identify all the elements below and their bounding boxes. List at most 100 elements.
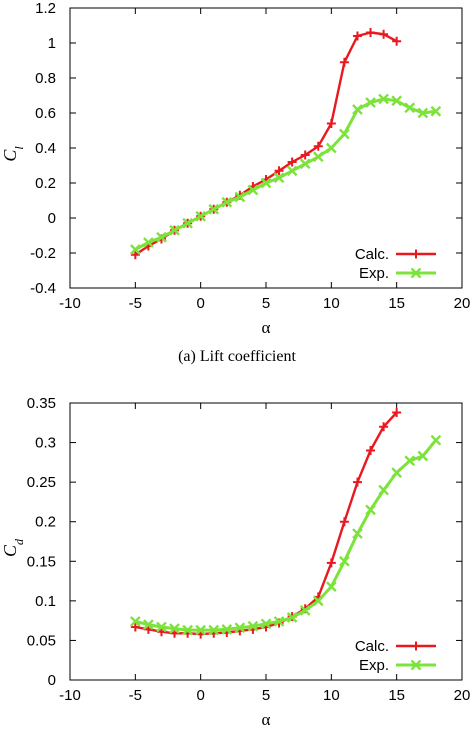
data-point (366, 28, 376, 37)
series-calc (130, 28, 402, 260)
data-point (287, 157, 297, 167)
data-point (391, 95, 403, 107)
x-tick-label: 0 (196, 687, 204, 704)
data-point (326, 119, 336, 128)
y-tick-label: 0.4 (35, 140, 56, 157)
y-tick-label: 1.2 (35, 0, 56, 17)
series-calc (130, 407, 402, 639)
data-point (404, 102, 416, 114)
y-tick-label: 0.35 (27, 395, 56, 412)
x-tick-label: -10 (59, 687, 81, 704)
data-point (379, 422, 389, 432)
data-point (313, 141, 323, 151)
legend: Calc. Exp. (355, 638, 436, 674)
data-point (143, 624, 153, 634)
data-point (379, 29, 389, 39)
data-point (156, 627, 166, 637)
legend: Calc. Exp. (355, 246, 436, 282)
data-point (208, 203, 220, 215)
y-tick-label: 0.15 (27, 553, 56, 570)
data-point (417, 107, 429, 119)
figure-caption-a: (a) Lift coefficient (178, 348, 296, 365)
data-point (169, 224, 180, 236)
legend-marker (411, 249, 421, 259)
data-point (170, 628, 180, 638)
y-axis-label: Cd (0, 538, 26, 557)
data-point (182, 217, 193, 229)
data-point (339, 517, 349, 527)
x-tick-label: 0 (196, 295, 204, 312)
y-tick-label: -0.2 (30, 245, 56, 262)
legend-marker (410, 267, 422, 279)
y-tick-label: 0 (48, 210, 56, 227)
y-axis-label: Cl (0, 146, 26, 162)
x-tick-label: 20 (454, 295, 471, 312)
plot-frame (69, 7, 463, 289)
data-point (339, 57, 349, 67)
legend-marker (411, 641, 421, 651)
data-point (326, 558, 336, 568)
legend-marker (410, 659, 422, 671)
data-point (391, 467, 403, 478)
x-tick-label: 15 (388, 295, 405, 312)
x-tick-label: 10 (323, 687, 340, 704)
data-point (378, 93, 389, 105)
y-tick-label: 0.6 (35, 105, 56, 122)
data-point (143, 237, 154, 248)
series-line (134, 439, 438, 632)
data-point (365, 504, 376, 516)
data-point (156, 621, 167, 633)
data-point (404, 455, 416, 467)
data-point (169, 623, 180, 634)
y-tick-label: 0.2 (35, 514, 56, 531)
data-point (129, 616, 141, 627)
data-point (273, 616, 285, 627)
x-tick-label: 20 (454, 687, 471, 704)
data-point (430, 434, 442, 446)
y-tick-label: 0.25 (27, 474, 56, 491)
y-tick-label: 0 (48, 672, 56, 689)
data-point (260, 618, 272, 630)
legend-label: Calc. (355, 246, 389, 263)
x-tick-label: -10 (59, 295, 81, 312)
y-tick-label: 0.2 (35, 175, 56, 192)
y-tick-label: 0.3 (35, 435, 56, 452)
data-point (300, 150, 310, 160)
data-point (143, 619, 154, 630)
data-point (156, 231, 167, 243)
data-point (129, 244, 141, 255)
series-exp (129, 434, 442, 636)
data-point (352, 528, 363, 539)
data-point (208, 624, 220, 636)
data-point (312, 595, 324, 607)
data-point (352, 104, 363, 115)
data-point (352, 31, 362, 41)
data-point (352, 477, 362, 487)
data-point (365, 97, 376, 108)
data-point (221, 624, 233, 635)
series-line (134, 31, 398, 256)
data-point (325, 581, 337, 592)
data-point (273, 172, 285, 184)
data-point (392, 36, 402, 46)
data-point (366, 445, 376, 455)
x-tick-label: -5 (129, 687, 142, 704)
data-point (339, 555, 350, 567)
data-point (195, 624, 207, 636)
data-point (299, 605, 311, 616)
legend-label: Calc. (355, 638, 389, 655)
data-point (430, 105, 442, 117)
series-line (135, 411, 398, 636)
data-point (195, 210, 207, 222)
data-point (130, 622, 140, 632)
data-point (312, 151, 324, 163)
data-point (378, 484, 389, 496)
y-tick-label: 1 (48, 35, 56, 52)
x-tick-label: -5 (129, 295, 142, 312)
series-line (134, 97, 437, 251)
data-point (234, 191, 246, 203)
data-point (260, 177, 272, 189)
chart-2: -10 -5 0 5 10 15 20 0 0.05 0.1 0.15 0.2 0.25 0.3 0.35 α… (0, 395, 470, 729)
